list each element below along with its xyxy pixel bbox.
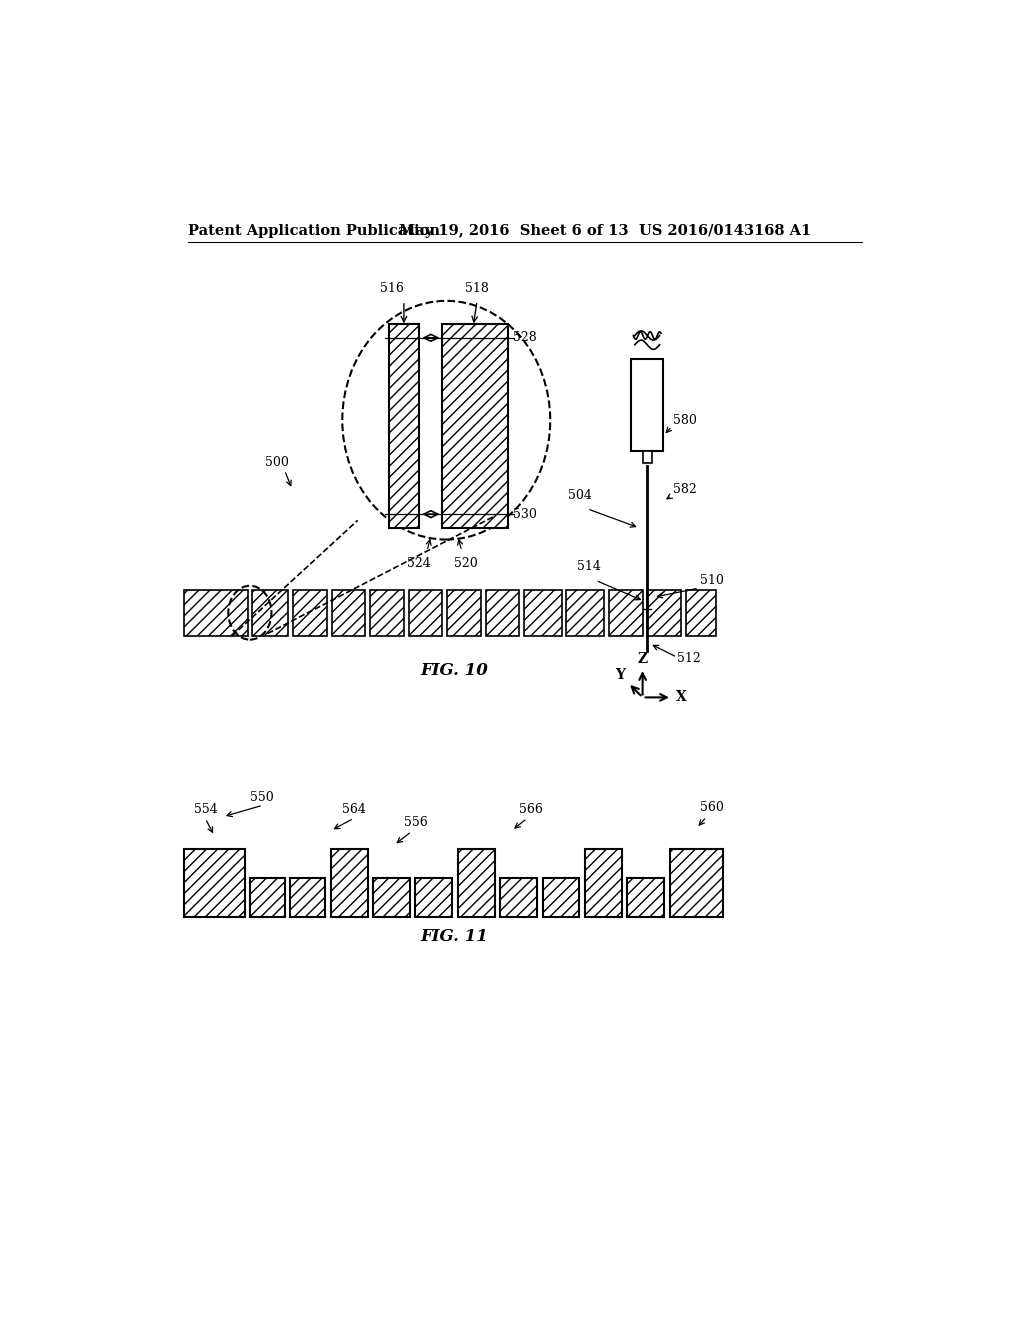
Bar: [485, 590, 519, 636]
Text: 518: 518: [465, 282, 489, 296]
Bar: [184, 590, 248, 636]
Bar: [290, 878, 326, 917]
Text: 504: 504: [568, 490, 592, 502]
Bar: [543, 878, 580, 917]
Text: 530: 530: [513, 508, 538, 520]
Bar: [293, 590, 327, 636]
Text: 516: 516: [381, 282, 404, 296]
Text: 524: 524: [408, 557, 431, 570]
Text: 500: 500: [265, 455, 289, 469]
Text: X: X: [676, 690, 686, 705]
Bar: [416, 878, 453, 917]
Bar: [388, 323, 419, 528]
Bar: [331, 849, 368, 917]
Text: Patent Application Publication: Patent Application Publication: [188, 224, 440, 238]
Bar: [447, 590, 481, 636]
Bar: [332, 590, 366, 636]
Text: FIG. 11: FIG. 11: [420, 928, 487, 945]
Bar: [643, 451, 652, 462]
Text: 566: 566: [519, 803, 543, 816]
Bar: [585, 849, 622, 917]
Text: 564: 564: [342, 803, 366, 816]
Text: 514: 514: [578, 560, 601, 573]
Bar: [670, 849, 724, 917]
Bar: [252, 590, 289, 636]
Bar: [608, 590, 643, 636]
Text: 556: 556: [403, 816, 427, 829]
Bar: [500, 878, 538, 917]
Bar: [524, 590, 562, 636]
Text: May 19, 2016  Sheet 6 of 13: May 19, 2016 Sheet 6 of 13: [398, 224, 628, 238]
Text: 554: 554: [195, 803, 218, 816]
Bar: [458, 849, 495, 917]
Bar: [250, 878, 285, 917]
Bar: [370, 590, 403, 636]
Text: 510: 510: [700, 574, 724, 587]
Bar: [647, 590, 681, 636]
Text: Z: Z: [638, 652, 647, 665]
Bar: [442, 323, 508, 528]
Text: 550: 550: [250, 791, 273, 804]
Text: US 2016/0143168 A1: US 2016/0143168 A1: [639, 224, 811, 238]
Text: 512: 512: [677, 652, 701, 665]
Text: 520: 520: [454, 557, 477, 570]
Bar: [566, 590, 604, 636]
Bar: [628, 878, 665, 917]
Text: 582: 582: [674, 483, 697, 496]
Text: FIG. 10: FIG. 10: [420, 661, 487, 678]
Bar: [184, 849, 245, 917]
Text: 580: 580: [674, 413, 697, 426]
Bar: [409, 590, 442, 636]
Bar: [373, 878, 410, 917]
Bar: [686, 590, 716, 636]
Text: 560: 560: [700, 801, 724, 814]
Bar: [631, 359, 664, 451]
Text: 528: 528: [513, 331, 537, 345]
Text: Y: Y: [615, 668, 626, 682]
